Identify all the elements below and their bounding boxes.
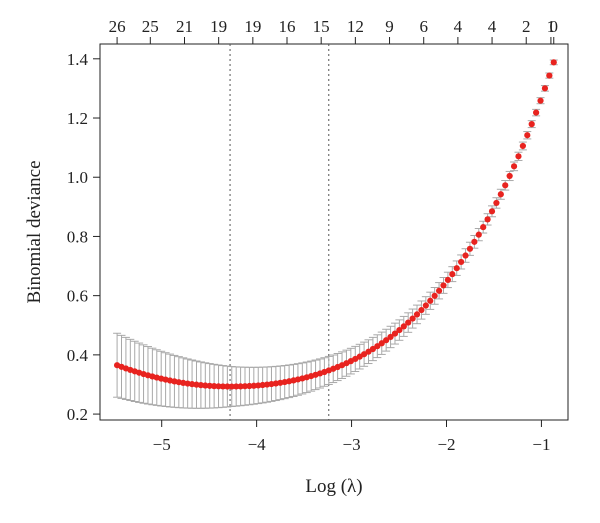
data-point [493,199,500,207]
data-point [480,224,487,231]
plot-border [99,43,569,421]
top-tick-label: 12 [347,17,364,36]
data-point [391,330,399,337]
data-point [211,383,218,390]
data-point [250,382,257,389]
data-point [219,383,227,390]
y-tick-label: 0.6 [67,287,88,306]
top-tick-label: 21 [176,17,193,36]
data-point [383,337,390,344]
x-tick-label: −4 [248,435,267,454]
y-axis-label: Binomial deviance [24,161,45,304]
data-point [533,109,540,116]
data-point [241,383,249,390]
reference-lines [229,44,330,420]
data-point [515,153,522,160]
data-point [431,292,438,299]
data-point [440,282,447,289]
data-point [510,163,518,170]
top-tick-label: 2 [522,17,531,36]
data-point [206,382,213,389]
data-point [369,345,377,353]
top-tick-label: 19 [210,17,227,36]
data-points [113,59,557,390]
x-tick-label: −1 [532,435,550,454]
top-tick-label: 1 [547,17,556,36]
data-point [537,97,544,104]
data-point [418,306,425,314]
top-tick-label: 26 [109,17,126,36]
data-point [524,132,531,139]
data-point [387,333,394,341]
top-tick-label: 25 [142,17,159,36]
x-tick-label: −5 [153,435,171,454]
data-point [541,85,549,92]
data-point [475,231,482,238]
data-point [546,72,553,79]
data-point [405,319,412,326]
data-point [215,383,222,390]
data-point [453,265,460,272]
top-tick-label: 4 [454,17,463,36]
axes: −5 −4 −3 −2 −10.20.40.60.81.01.21.426 25 21 19 1… [67,17,558,454]
data-point [396,326,403,334]
data-point [497,191,504,198]
top-tick-label: 15 [313,17,330,36]
data-point [550,59,557,66]
data-point [444,276,452,284]
data-point [471,238,478,245]
data-point [413,311,421,318]
top-tick-label: 9 [385,17,394,36]
y-tick-label: 1.0 [67,168,88,187]
y-tick-label: 0.4 [67,346,89,365]
data-point [435,287,443,294]
data-point [427,297,434,304]
data-point [246,382,253,390]
top-tick-label: 19 [244,17,261,36]
data-point [374,343,381,350]
data-point [519,142,526,150]
x-tick-label: −2 [437,435,455,454]
y-tick-label: 1.2 [67,109,88,128]
x-axis-label: Log (λ) [305,476,362,497]
plot-area [99,43,569,421]
error-bars [113,59,558,409]
data-point [506,172,513,180]
data-point [488,208,496,215]
y-tick-label: 0.2 [67,405,88,424]
top-tick-label: 6 [419,17,428,36]
top-tick-label: 16 [279,17,296,36]
top-tick-label: 0 [550,17,559,36]
data-point [502,182,509,189]
y-tick-label: 0.8 [67,227,88,246]
data-point [400,323,407,330]
data-point [202,382,209,389]
data-point [224,383,231,390]
data-point [378,340,385,347]
data-point [449,271,456,278]
data-point [462,252,469,259]
y-tick-label: 1.4 [67,50,89,69]
data-point [466,245,474,252]
x-tick-label: −3 [343,435,361,454]
data-point [409,315,416,322]
data-point [458,258,465,266]
data-point [484,216,491,223]
data-point [228,383,235,390]
data-point [237,383,244,390]
data-point [528,121,535,128]
axis-labels: Log (λ) Binomial deviance [24,161,363,497]
data-point [233,383,240,390]
top-tick-label: 4 [488,17,497,36]
data-point [422,302,429,309]
